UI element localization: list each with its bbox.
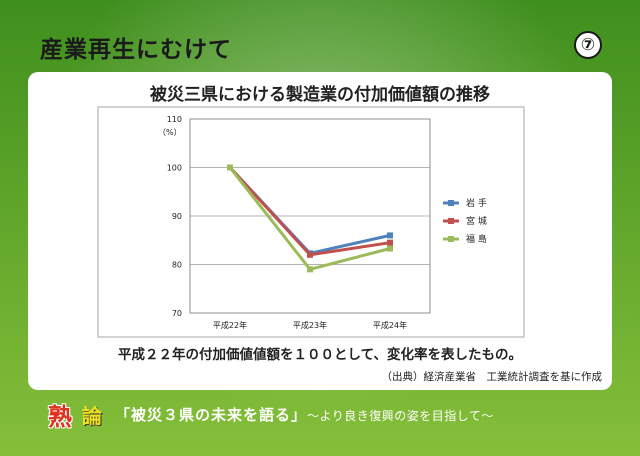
data-point bbox=[227, 164, 233, 171]
y-tick-label: 80 bbox=[172, 261, 182, 270]
legend-swatch-marker bbox=[448, 200, 454, 206]
data-point bbox=[387, 232, 393, 239]
y-tick-label: 70 bbox=[172, 309, 182, 318]
footer-logo-char-1: 熟 bbox=[48, 402, 72, 431]
footer-slogan-sub: 〜より良き復興の姿を目指して〜 bbox=[307, 409, 494, 423]
data-point bbox=[387, 239, 393, 246]
data-point bbox=[307, 251, 313, 258]
y-tick-label: 110 bbox=[167, 115, 182, 124]
y-tick-label: 90 bbox=[172, 212, 182, 221]
series-lines bbox=[227, 164, 393, 273]
x-tick-label: 平成24年 bbox=[373, 320, 407, 330]
data-point bbox=[307, 266, 313, 273]
footer-logo-char-2: 論 bbox=[82, 404, 102, 428]
page-title: 産業再生にむけて bbox=[40, 37, 232, 63]
footer-slogan: 「被災３県の未来を語る」〜より良き復興の姿を目指して〜 bbox=[115, 404, 494, 425]
x-tick-label: 平成23年 bbox=[293, 320, 327, 330]
legend-swatch-marker bbox=[448, 218, 454, 224]
x-tick-label: 平成22年 bbox=[213, 320, 247, 330]
legend-swatch-marker bbox=[448, 236, 454, 242]
y-axis-label: （%） bbox=[158, 128, 182, 137]
legend-label: 岩 手 bbox=[466, 197, 487, 209]
chart-title: 被災三県における製造業の付加価値額の推移 bbox=[150, 85, 490, 105]
x-tick-labels: 平成22年 平成23年 平成24年 bbox=[213, 320, 407, 330]
legend-label: 宮 城 bbox=[466, 215, 487, 227]
chart-caption: 平成２２年の付加価値値額を１００として、変化率を表したもの。 bbox=[118, 347, 522, 363]
legend-label: 福 島 bbox=[466, 233, 487, 245]
y-tick-labels: 70 80 90 100 110 bbox=[167, 115, 182, 318]
legend: 岩 手宮 城福 島 bbox=[443, 197, 487, 245]
slide-number-badge: ⑦ bbox=[574, 31, 602, 59]
y-tick-label: 100 bbox=[167, 164, 182, 173]
source-note: （出典）経済産業省 工業統計調査を基に作成 bbox=[381, 371, 603, 383]
footer-slogan-main: 「被災３県の未来を語る」 bbox=[115, 406, 308, 424]
data-point bbox=[387, 245, 393, 252]
